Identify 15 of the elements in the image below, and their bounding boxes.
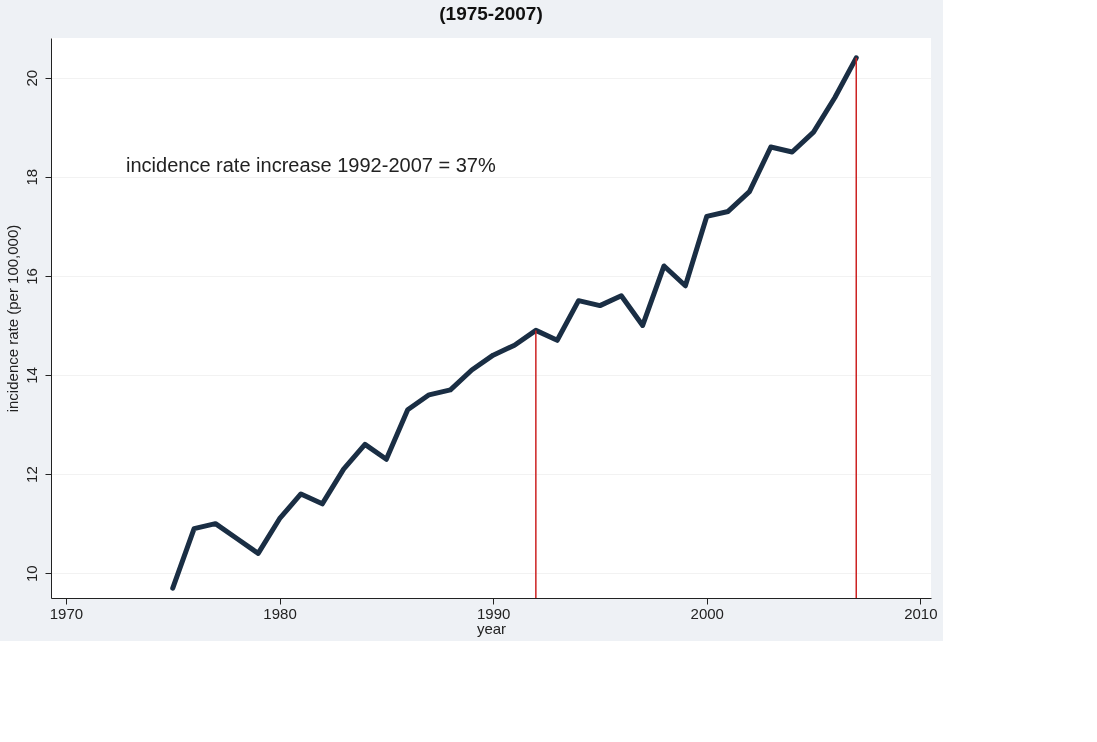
x-tick-label: 2010: [904, 604, 938, 622]
y-tick-label: 12: [22, 466, 40, 483]
y-axis-title: incidence rate (per 100,000): [3, 224, 21, 413]
x-tick-label: 2000: [690, 604, 724, 622]
annotation: incidence rate increase 1992-2007 = 37%: [126, 154, 496, 176]
y-tick-label: 10: [22, 565, 40, 583]
chart-title: (1975-2007): [439, 3, 543, 24]
x-tick-label: 1990: [476, 604, 511, 622]
y-tick-label: 14: [22, 367, 40, 384]
y-tick-label: 16: [22, 268, 40, 285]
y-tick-label: 18: [22, 168, 40, 186]
y-tick-label: 20: [22, 69, 40, 87]
x-tick-label: 1980: [263, 604, 297, 622]
x-tick-label: 1970: [49, 604, 84, 622]
x-axis-title: year: [476, 619, 507, 637]
